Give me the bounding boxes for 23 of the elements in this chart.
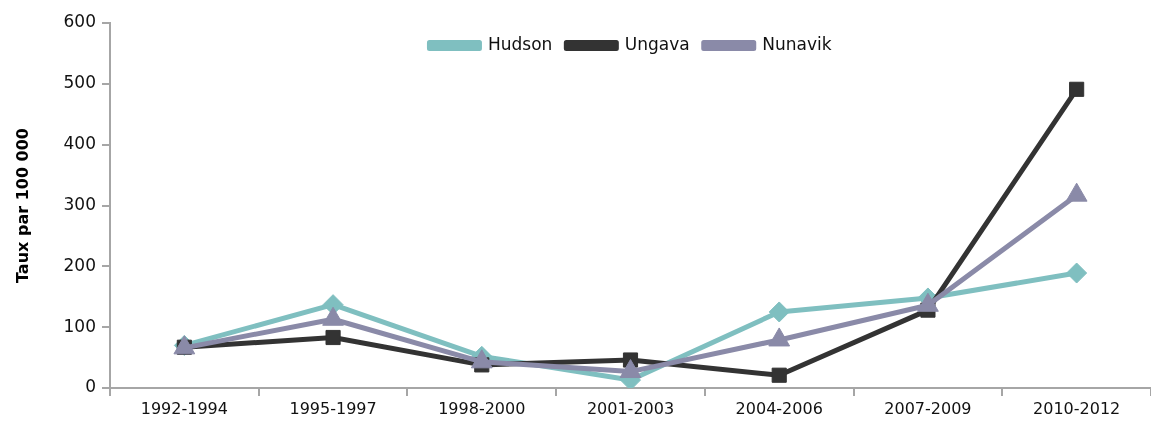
legend-label: Nunavik	[762, 33, 832, 54]
x-tick-label: 2004-2006	[735, 398, 823, 418]
y-axis-title: Taux par 100 000	[12, 127, 32, 284]
y-tick-label: 100	[63, 315, 96, 336]
y-tick-label: 0	[85, 376, 96, 397]
legend-label: Ungava	[624, 33, 690, 54]
x-tick-label: 1992-1994	[140, 398, 228, 418]
y-tick-label: 600	[63, 11, 96, 32]
x-tick-label: 2010-2012	[1033, 398, 1121, 418]
x-tick-label: 1995-1997	[289, 398, 377, 418]
point	[1069, 81, 1085, 97]
x-tick-label: 2001-2003	[586, 398, 675, 418]
y-tick-label: 500	[63, 72, 96, 93]
legend-label: Hudson	[487, 33, 553, 54]
point	[1066, 262, 1088, 284]
x-tick-label: 1998-2000	[438, 398, 526, 418]
y-tick-label: 300	[63, 193, 96, 214]
point	[771, 367, 787, 383]
y-tick-label: 400	[63, 133, 96, 154]
y-tick-label: 200	[63, 254, 96, 275]
point	[768, 301, 790, 323]
point	[325, 329, 341, 346]
x-tick-label: 2007-2009	[884, 398, 972, 418]
